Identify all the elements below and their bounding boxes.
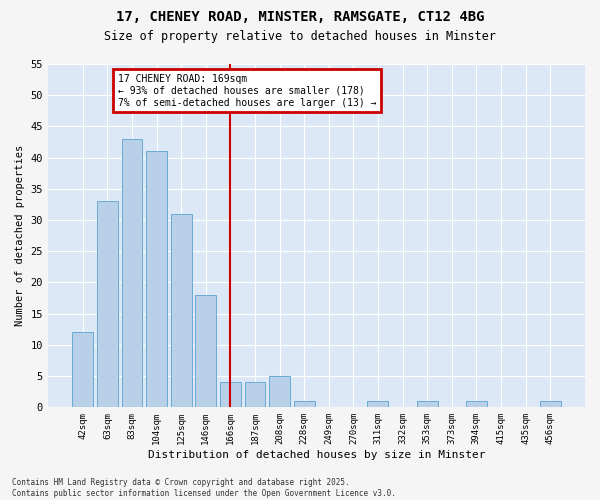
Bar — [97, 202, 118, 408]
Bar — [367, 401, 388, 407]
Bar — [245, 382, 265, 407]
Text: Size of property relative to detached houses in Minster: Size of property relative to detached ho… — [104, 30, 496, 43]
Bar — [269, 376, 290, 408]
Text: 17 CHENEY ROAD: 169sqm
← 93% of detached houses are smaller (178)
7% of semi-det: 17 CHENEY ROAD: 169sqm ← 93% of detached… — [118, 74, 376, 108]
Text: 17, CHENEY ROAD, MINSTER, RAMSGATE, CT12 4BG: 17, CHENEY ROAD, MINSTER, RAMSGATE, CT12… — [116, 10, 484, 24]
Text: Contains HM Land Registry data © Crown copyright and database right 2025.
Contai: Contains HM Land Registry data © Crown c… — [12, 478, 396, 498]
Bar — [146, 152, 167, 408]
Bar — [122, 139, 142, 407]
Bar — [196, 295, 216, 408]
Bar — [171, 214, 191, 408]
Bar — [416, 401, 437, 407]
X-axis label: Distribution of detached houses by size in Minster: Distribution of detached houses by size … — [148, 450, 485, 460]
Bar — [539, 401, 560, 407]
Bar — [294, 401, 314, 407]
Bar — [73, 332, 93, 407]
Bar — [220, 382, 241, 407]
Bar — [466, 401, 487, 407]
Y-axis label: Number of detached properties: Number of detached properties — [15, 145, 25, 326]
